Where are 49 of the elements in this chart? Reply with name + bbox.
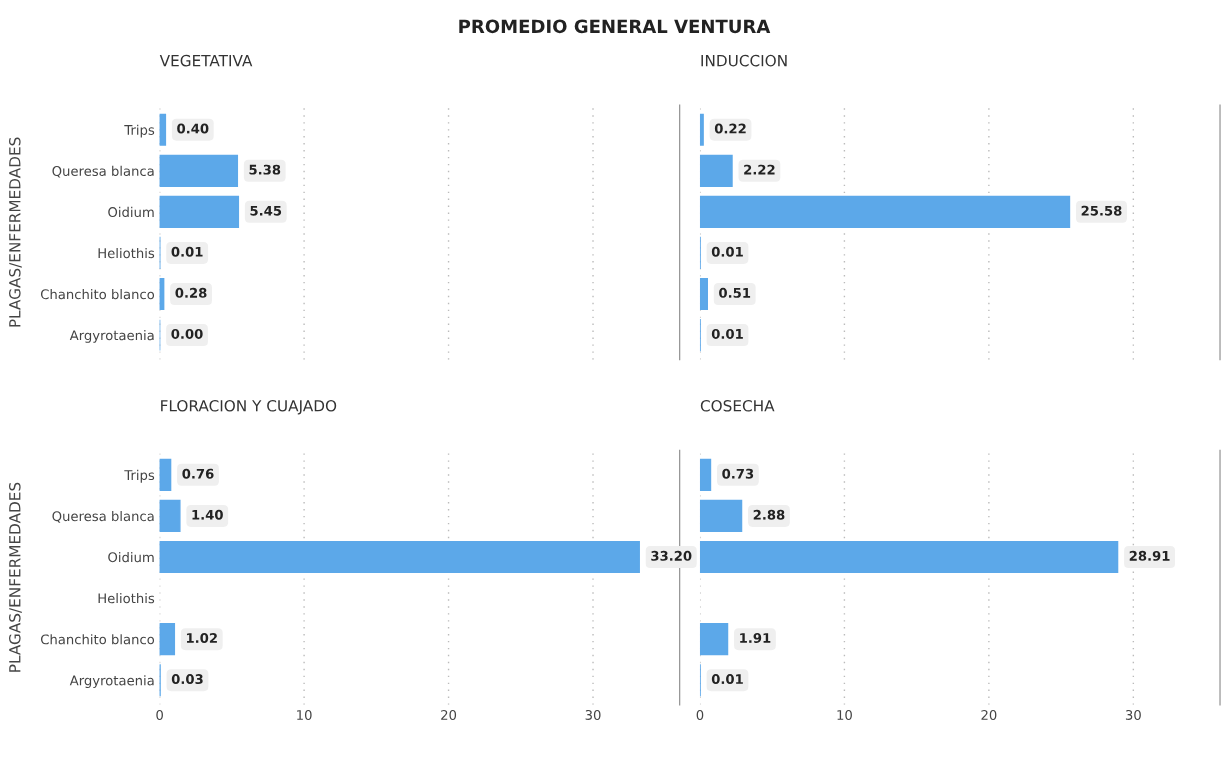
data-label: 1.40 — [192, 509, 223, 520]
y-tick-label: Queresa blanca — [52, 165, 154, 178]
y-tick-label: Trips — [124, 124, 155, 138]
y-axis-title: PLAGAS/ENFERMEDADES — [9, 137, 22, 327]
y-tick-label: Argyrotaenia — [69, 675, 154, 688]
x-tick-label: 20 — [441, 709, 457, 720]
data-label: 0.00 — [171, 328, 203, 339]
data-label: 1.02 — [186, 633, 217, 643]
data-label: 0.22 — [714, 123, 746, 134]
data-label: 1.91 — [740, 633, 771, 643]
data-label: 0.40 — [177, 123, 209, 134]
chart-title: FLORACION Y CUAJADO — [161, 400, 337, 415]
data-label: 0.03 — [171, 674, 203, 685]
y-tick-label: Heliothis — [98, 247, 155, 259]
x-tick-label: 30 — [1125, 709, 1141, 720]
x-tick-label: 10 — [837, 709, 852, 720]
x-tick-label: 30 — [585, 709, 601, 720]
y-tick-label: Chanchito blanco — [40, 289, 155, 300]
data-label: 0.76 — [182, 468, 214, 479]
text: PROMEDIO GENERAL VENTURA — [459, 19, 771, 34]
data-label: 0.01 — [711, 674, 743, 685]
data-label: 5.45 — [250, 205, 282, 216]
data-label: 2.22 — [744, 164, 775, 175]
data-label: 0.73 — [722, 468, 754, 479]
chart-title: VEGETATIVA — [159, 54, 253, 67]
data-label: 5.38 — [249, 164, 281, 175]
data-label: 0.01 — [171, 246, 203, 257]
y-tick-label: Trips — [124, 469, 155, 483]
y-tick-label: Heliothis — [98, 593, 155, 604]
chart-title: COSECHA — [700, 400, 775, 412]
y-tick-label: Queresa blanca — [52, 510, 154, 523]
y-tick-label: Oidium — [108, 206, 154, 218]
data-label: 0.28 — [175, 287, 207, 298]
data-label: 33.20 — [651, 550, 692, 561]
data-label: 0.01 — [711, 328, 743, 339]
y-axis-title: PLAGAS/ENFERMEDADES — [9, 482, 22, 672]
x-tick-label: 0 — [696, 709, 704, 720]
x-tick-label: 0 — [156, 709, 163, 720]
x-tick-label: 20 — [981, 709, 997, 720]
data-label: 0.01 — [711, 246, 743, 257]
y-tick-label: Oidium — [108, 552, 154, 563]
data-label: 2.88 — [753, 509, 785, 520]
x-tick-label: 10 — [297, 709, 312, 720]
chart-title: INDUCCION — [701, 54, 787, 67]
data-label: 25.58 — [1081, 205, 1122, 216]
y-tick-label: Argyrotaenia — [69, 330, 154, 343]
data-label: 0.51 — [719, 287, 751, 298]
y-tick-label: Chanchito blanco — [40, 634, 155, 645]
data-label: 28.91 — [1129, 550, 1170, 561]
